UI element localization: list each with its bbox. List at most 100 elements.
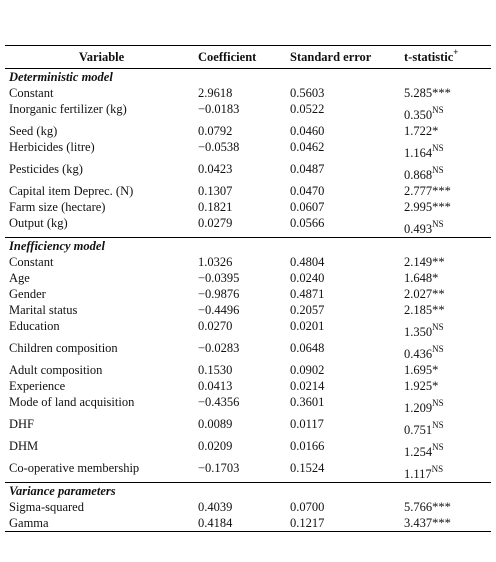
t-value: 0.436	[404, 347, 433, 361]
t-significance: NS	[432, 165, 444, 175]
standard-error-cell: 0.0460	[290, 124, 325, 138]
t-value: 1.695*	[404, 363, 439, 377]
t-value: 1.350	[404, 325, 433, 339]
t-cell: 3.437***	[400, 515, 491, 532]
t-cell: 1.925*	[400, 378, 491, 394]
t-cell: 2.027**	[400, 286, 491, 302]
header-row: Variable Coefficient Standard error t-st…	[5, 45, 491, 69]
variable-cell: Gender	[9, 287, 46, 301]
t-significance: NS	[432, 344, 444, 354]
data-row: Constant 2.9618 0.5603 5.285***	[5, 85, 491, 101]
standard-error-cell: 0.0240	[290, 271, 325, 285]
coefficient-cell: 1.0326	[198, 255, 233, 269]
t-value: 1.722*	[404, 124, 439, 138]
variable-cell: DHF	[9, 417, 35, 431]
t-significance: NS	[432, 398, 444, 408]
data-row: Mode of land acquisition −0.4356 0.3601 1.2…	[5, 394, 491, 416]
t-cell: 0.350NS	[400, 101, 491, 123]
data-row: Experience 0.0413 0.0214 1.925*	[5, 378, 491, 394]
t-value: 1.925*	[404, 379, 439, 393]
coefficient-cell: −0.1703	[198, 461, 240, 475]
standard-error-cell: 0.0487	[290, 162, 325, 176]
data-row: Gamma 0.4184 0.1217 3.437***	[5, 515, 491, 532]
variable-cell: Age	[9, 271, 30, 285]
t-cell: 1.209NS	[400, 394, 491, 416]
variable-cell: DHM	[9, 439, 39, 453]
t-significance: NS	[432, 442, 444, 452]
standard-error-cell: 0.5603	[290, 86, 325, 100]
variable-cell: Output (kg)	[9, 216, 68, 230]
t-significance: NS	[432, 322, 444, 332]
t-cell: 0.436NS	[400, 340, 491, 362]
coefficient-cell: −0.4356	[198, 395, 240, 409]
variable-cell: Mode of land acquisition	[9, 395, 135, 409]
variable-cell: Pesticides (kg)	[9, 162, 83, 176]
section-row: Deterministic model	[5, 69, 491, 86]
variable-cell: Constant	[9, 255, 54, 269]
t-value: 1.164	[404, 146, 433, 160]
data-row: Seed (kg) 0.0792 0.0460 1.722*	[5, 123, 491, 139]
t-value: 5.766***	[404, 500, 451, 514]
section-title: Deterministic model	[9, 70, 113, 84]
standard-error-cell: 0.0648	[290, 341, 325, 355]
t-value: 2.185**	[404, 303, 445, 317]
t-value: 1.117	[404, 467, 432, 481]
standard-error-cell: 0.0201	[290, 319, 325, 333]
t-value: 0.868	[404, 168, 433, 182]
variable-cell: Marital status	[9, 303, 78, 317]
standard-error-cell: 0.0607	[290, 200, 325, 214]
data-row: Inorganic fertilizer (kg) −0.0183 0.0522 0.…	[5, 101, 491, 123]
coefficient-cell: 0.0792	[198, 124, 233, 138]
t-value: 3.437***	[404, 516, 451, 530]
standard-error-cell: 0.4871	[290, 287, 325, 301]
variable-cell: Experience	[9, 379, 66, 393]
data-row: Output (kg) 0.0279 0.0566 0.493NS	[5, 215, 491, 238]
coefficient-cell: 0.1821	[198, 200, 233, 214]
data-row: Adult composition 0.1530 0.0902 1.695*	[5, 362, 491, 378]
standard-error-cell: 0.1524	[290, 461, 325, 475]
section-title: Variance parameters	[5, 482, 491, 499]
t-value: 2.027**	[404, 287, 445, 301]
t-cell: 1.722*	[400, 123, 491, 139]
results-table: Variable Coefficient Standard error t-st…	[5, 45, 491, 532]
data-row: Age −0.0395 0.0240 1.648*	[5, 270, 491, 286]
coefficient-cell: 0.0423	[198, 162, 233, 176]
coefficient-cell: −0.0395	[198, 271, 240, 285]
t-cell: 2.185**	[400, 302, 491, 318]
coefficient-cell: −0.0538	[198, 140, 240, 154]
t-cell: 0.751NS	[400, 416, 491, 438]
section-row: Variance parameters	[5, 482, 491, 499]
t-value: 2.149**	[404, 255, 445, 269]
data-row: Education 0.0270 0.0201 1.350NS	[5, 318, 491, 340]
t-cell: 1.117NS	[400, 460, 491, 483]
t-cell: 5.766***	[400, 499, 491, 515]
variable-cell: Education	[9, 319, 60, 333]
t-value: 2.777***	[404, 184, 451, 198]
t-significance: NS	[431, 464, 444, 474]
data-row: Marital status −0.4496 0.2057 2.185**	[5, 302, 491, 318]
t-value: 2.995***	[404, 200, 451, 214]
coefficient-cell: −0.0283	[198, 341, 240, 355]
data-row: Constant 1.0326 0.4804 2.149**	[5, 254, 491, 270]
coefficient-cell: 0.0209	[198, 439, 233, 453]
coefficient-cell: −0.0183	[198, 102, 240, 116]
data-row: Children composition −0.0283 0.0648 0.436NS	[5, 340, 491, 362]
variable-cell: Sigma-squared	[9, 500, 84, 514]
t-cell: 0.868NS	[400, 161, 491, 183]
t-cell: 5.285***	[400, 85, 491, 101]
data-row: Farm size (hectare) 0.1821 0.0607 2.995***	[5, 199, 491, 215]
standard-error-cell: 0.0117	[290, 417, 324, 431]
t-cell: 1.164NS	[400, 139, 491, 161]
t-significance: NS	[432, 105, 444, 115]
t-cell: 1.695*	[400, 362, 491, 378]
standard-error-cell: 0.0902	[290, 363, 325, 377]
standard-error-cell: 0.0700	[290, 500, 325, 514]
variable-cell: Farm size (hectare)	[9, 200, 106, 214]
t-significance: NS	[432, 219, 444, 229]
variable-cell: Children composition	[9, 341, 118, 355]
standard-error-cell: 0.1217	[290, 516, 325, 530]
header-sup: +	[453, 47, 459, 57]
header-cell: Coefficient	[194, 45, 286, 69]
t-cell: 1.254NS	[400, 438, 491, 460]
coefficient-cell: 0.0413	[198, 379, 233, 393]
